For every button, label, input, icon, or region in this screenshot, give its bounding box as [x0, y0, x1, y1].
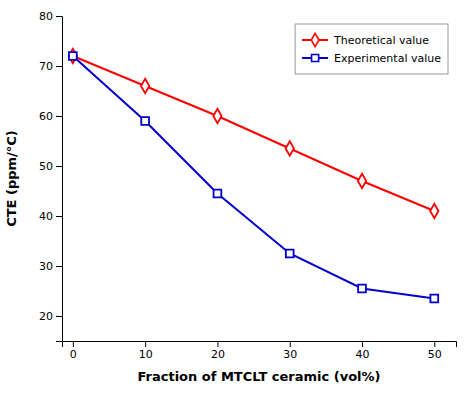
- chart: 0 10 20 30 40 50 20 30 40 50 60 70 80 Theoretical val…: [0, 0, 474, 393]
- tick: 0: [70, 341, 77, 361]
- y-axis-title: CTE (ppm/°C): [4, 130, 19, 227]
- tick: 30: [283, 341, 297, 361]
- tick: 30: [39, 260, 62, 273]
- legend-frame: [295, 24, 448, 74]
- tick-label: 70: [39, 60, 53, 73]
- tick: 40: [39, 210, 62, 223]
- tick-label: 50: [39, 160, 53, 173]
- tick: 60: [39, 110, 62, 123]
- marker: [430, 295, 438, 303]
- marker: [69, 52, 77, 60]
- tick: 80: [39, 10, 62, 23]
- tick-mark: [56, 16, 62, 17]
- x-axis: 0 10 20 30 40 50: [63, 341, 457, 361]
- marker: [286, 250, 294, 258]
- tick: 50: [428, 341, 442, 361]
- line: [73, 56, 434, 299]
- x-axis-title: Fraction of MTCLT ceramic (vol%): [137, 369, 380, 384]
- tick-mark: [56, 266, 62, 267]
- tick-mark: [73, 341, 74, 347]
- tick-label: 10: [139, 348, 153, 361]
- line: [73, 56, 434, 211]
- tick-label: 40: [39, 210, 53, 223]
- marker: [69, 49, 77, 63]
- tick-label: 50: [428, 348, 442, 361]
- legend-label: Experimental value: [334, 52, 441, 65]
- tick-label: 0: [70, 348, 77, 361]
- x-axis-line: [63, 342, 457, 348]
- tick-mark: [362, 341, 363, 347]
- tick-mark: [217, 341, 218, 347]
- tick-label: 20: [211, 348, 225, 361]
- tick-mark: [56, 216, 62, 217]
- tick-mark: [56, 166, 62, 167]
- tick: 50: [39, 160, 62, 173]
- tick: 40: [356, 341, 370, 361]
- marker: [286, 141, 294, 155]
- tick: 20: [211, 341, 225, 361]
- tick: 70: [39, 60, 62, 73]
- y-axis: 20 30 40 50 60 70 80: [39, 10, 63, 341]
- marker: [358, 174, 366, 188]
- tick-label: 20: [39, 310, 53, 323]
- marker: [430, 204, 438, 218]
- tick-label: 30: [39, 260, 53, 273]
- legend-item: Theoretical value: [302, 33, 429, 46]
- tick-label: 30: [283, 348, 297, 361]
- tick-mark: [56, 66, 62, 67]
- tick-mark: [145, 341, 146, 347]
- tick: 10: [139, 341, 153, 361]
- tick-mark: [290, 341, 291, 347]
- y-axis-line: [56, 17, 63, 342]
- plot: 0 10 20 30 40 50 20 30 40 50 60 70 80 Theoretical val…: [39, 10, 457, 361]
- tick-label: 40: [356, 348, 370, 361]
- legend: Theoretical value Experimental value: [295, 24, 448, 74]
- tick-mark: [56, 316, 62, 317]
- tick-label: 80: [39, 10, 53, 23]
- marks: [69, 49, 439, 303]
- marker: [141, 79, 149, 93]
- tick-label: 60: [39, 110, 53, 123]
- series: [69, 52, 438, 302]
- legend-label: Theoretical value: [333, 34, 429, 47]
- marker: [213, 109, 221, 123]
- legend-marker: [312, 54, 319, 61]
- tick-mark: [56, 116, 62, 117]
- tick: 20: [39, 310, 62, 323]
- marker: [214, 190, 222, 198]
- chart-container: 0 10 20 30 40 50 20 30 40 50 60 70 80 Theoretical val…: [0, 0, 474, 393]
- legend-item: Experimental value: [302, 52, 441, 65]
- marker: [141, 117, 149, 125]
- legend-marker: [311, 33, 319, 46]
- marker: [358, 285, 366, 293]
- tick-mark: [434, 341, 435, 347]
